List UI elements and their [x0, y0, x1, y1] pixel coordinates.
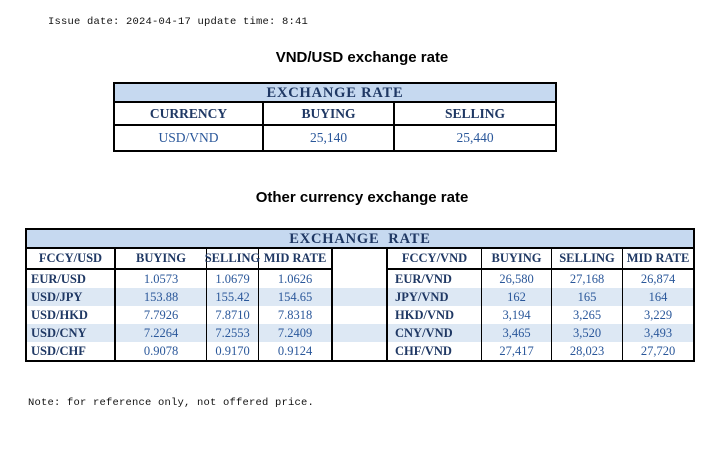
rate-cell: 3,493	[643, 325, 673, 340]
rate-cell: 165	[552, 288, 623, 306]
rate-cell: 7.8710	[207, 306, 259, 324]
rate-cell: 27,720	[640, 343, 676, 358]
rate-cell: 7.2264	[116, 324, 207, 342]
rate-cell: 1.0573	[116, 270, 207, 288]
other-table-header-band: EXCHANGE RATE	[27, 230, 693, 249]
rate-cell: 7.7926	[116, 306, 207, 324]
pair-cell: USD/CHF	[27, 342, 116, 360]
gap-cell	[333, 270, 388, 288]
pair-cell: USD/CNY	[27, 324, 116, 342]
pair-cell: USD/JPY	[27, 288, 116, 306]
rate-cell: 26,874	[640, 271, 676, 286]
rate-cell: 0.9170	[207, 342, 259, 360]
fccy-vnd-column-header: FCCY/VND	[388, 249, 482, 270]
usd-selling-column-header: SELLING	[205, 249, 260, 270]
rate-cell: 154.65	[259, 288, 333, 306]
table-row: USD/CNY 7.2264 7.2553 7.2409 CNY/VND 3,4…	[27, 324, 693, 342]
rate-cell: 153.88	[116, 288, 207, 306]
rate-cell: 162	[482, 288, 552, 306]
rate-cell: 3,520	[552, 324, 623, 342]
table-row: USD/JPY 153.88 155.42 154.65 JPY/VND 162…	[27, 288, 693, 306]
usd-buying-column-header: BUYING	[116, 249, 207, 270]
rate-cell: 7.8318	[259, 306, 333, 324]
usd-vnd-rate-row: USD/VND 25,140 25,440	[115, 126, 555, 150]
vnd-buying-column-header: BUYING	[482, 249, 552, 270]
selling-column-header: SELLING	[444, 105, 506, 121]
rate-cell: 27,168	[552, 270, 623, 288]
gap-cell	[333, 324, 388, 342]
other-table-title: Other currency exchange rate	[255, 189, 469, 206]
usd-table-header-band: EXCHANGE RATE	[115, 84, 555, 103]
rate-cell: 27,417	[482, 342, 552, 360]
gap-cell	[333, 288, 388, 306]
vnd-mid-rate-column-header: MID RATE	[623, 249, 693, 270]
rate-cell: 7.2409	[259, 324, 333, 342]
other-table-column-header-row: FCCY/USD BUYING SELLING MID RATE FCCY/VN…	[27, 249, 693, 270]
gap-cell	[333, 342, 388, 360]
pair-cell: JPY/VND	[388, 288, 482, 306]
gap-cell	[333, 306, 388, 324]
issue-date-line: Issue date: 2024-04-17 update time: 8:41	[48, 16, 309, 28]
vnd-selling-column-header: SELLING	[552, 249, 623, 270]
rate-cell: 155.42	[207, 288, 259, 306]
pair-cell: CNY/VND	[388, 324, 482, 342]
pair-cell: USD/HKD	[27, 306, 116, 324]
rate-cell: 0.9124	[259, 342, 333, 360]
table-row: USD/CHF 0.9078 0.9170 0.9124 CHF/VND 27,…	[27, 342, 693, 360]
rate-cell: 0.9078	[116, 342, 207, 360]
fccy-usd-column-header: FCCY/USD	[27, 249, 116, 270]
pair-cell: CHF/VND	[388, 342, 482, 360]
currency-column-header: CURRENCY	[115, 103, 264, 124]
rate-cell: 26,580	[482, 270, 552, 288]
buying-rate-cell: 25,140	[264, 126, 395, 150]
pair-cell: HKD/VND	[388, 306, 482, 324]
rate-cell: 28,023	[552, 342, 623, 360]
rate-cell: 1.0626	[259, 270, 333, 288]
note-line: Note: for reference only, not offered pr…	[28, 397, 315, 409]
gap-cell	[333, 249, 388, 270]
rate-cell: 3,229	[643, 307, 673, 322]
rate-cell: 7.2553	[207, 324, 259, 342]
selling-rate-cell: 25,440	[456, 130, 494, 145]
rate-cell: 3,465	[482, 324, 552, 342]
rate-cell: 1.0679	[207, 270, 259, 288]
table-row: USD/HKD 7.7926 7.8710 7.8318 HKD/VND 3,1…	[27, 306, 693, 324]
usd-exchange-table: EXCHANGE RATE CURRENCY BUYING SELLING US…	[113, 82, 557, 152]
pair-cell: EUR/VND	[388, 270, 482, 288]
currency-pair-cell: USD/VND	[115, 126, 264, 150]
rate-cell: 164	[648, 289, 668, 304]
other-exchange-table: EXCHANGE RATE FCCY/USD BUYING SELLING MI…	[25, 228, 695, 362]
pair-cell: EUR/USD	[27, 270, 116, 288]
usd-table-column-header-row: CURRENCY BUYING SELLING	[115, 103, 555, 126]
table-row: EUR/USD 1.0573 1.0679 1.0626 EUR/VND 26,…	[27, 270, 693, 288]
buying-column-header: BUYING	[264, 103, 395, 124]
rate-cell: 3,194	[482, 306, 552, 324]
usd-table-title: VND/USD exchange rate	[275, 49, 449, 66]
rate-cell: 3,265	[552, 306, 623, 324]
usd-mid-rate-column-header: MID RATE	[259, 249, 333, 270]
